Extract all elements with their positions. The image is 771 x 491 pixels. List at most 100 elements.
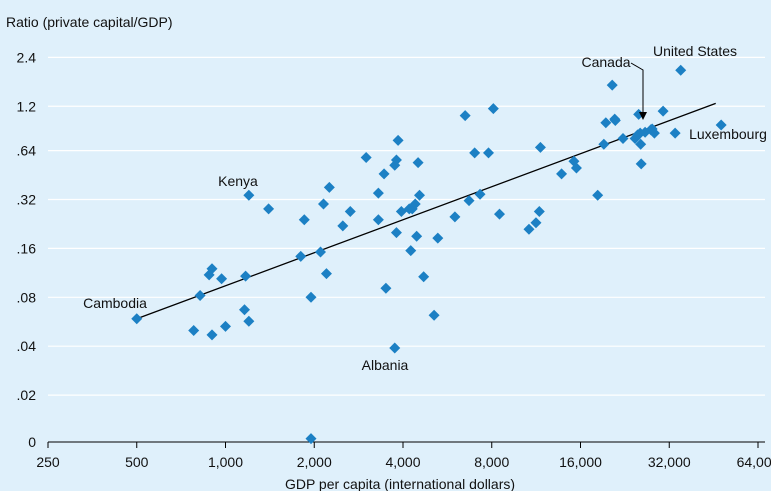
data-point-27 (380, 282, 392, 294)
data-point-76 (657, 105, 669, 117)
data-point-28 (389, 342, 401, 354)
data-point-44 (449, 211, 461, 223)
data-point-62 (606, 79, 618, 91)
data-point-48 (474, 188, 486, 200)
y-tick-labels: 0 .02 .04 .08 .16 .32 .64 1.2 2.4 (17, 49, 37, 450)
data-point-70 (635, 138, 647, 150)
data-point-43 (432, 232, 444, 244)
data-point-15 (305, 291, 317, 303)
label-luxembourg: Luxembourg (689, 126, 767, 142)
data-point-7 (220, 320, 231, 332)
x-tick-labels: 250 500 1,000 2,000 4,000 8,000 16,000 32,000 64… (36, 454, 771, 470)
data-point-75 (648, 127, 660, 139)
data-point-23 (360, 152, 372, 164)
data-point-55 (534, 141, 546, 153)
data-point-46 (463, 195, 475, 207)
data-point-2 (194, 290, 206, 302)
data-point-1 (188, 324, 200, 336)
data-point-60 (598, 138, 610, 150)
y-tick-label-7: 1.2 (17, 98, 37, 114)
label-albania: Albania (362, 357, 409, 373)
data-point-9 (240, 270, 252, 282)
data-point-39 (412, 157, 424, 169)
data-point-45 (459, 110, 471, 122)
x-tick-label-4: 4,000 (385, 454, 420, 470)
y-tick-label-0: 0 (28, 434, 36, 450)
canada-arrow-line (630, 62, 644, 114)
data-point-42 (428, 309, 440, 321)
data-point-14 (298, 214, 310, 226)
data-point-49 (483, 147, 495, 159)
gridlines (48, 56, 765, 396)
data-point-30 (390, 154, 402, 166)
data-point-13 (295, 250, 307, 262)
data-point-21 (337, 220, 349, 232)
data-point-6 (216, 273, 228, 285)
x-tick-marks (47, 442, 759, 448)
x-tick-label-5: 8,000 (474, 454, 509, 470)
data-point-64 (609, 115, 621, 127)
data-point-5 (206, 329, 218, 341)
y-tick-label-5: .32 (17, 192, 37, 208)
data-point-4 (206, 263, 218, 275)
data-point-19 (320, 268, 332, 280)
data-point-0 (131, 313, 143, 325)
data-points (131, 64, 727, 445)
data-point-37 (409, 198, 421, 210)
data-point-47 (469, 147, 481, 159)
data-point-20 (323, 181, 335, 193)
data-point-58 (570, 162, 582, 174)
data-point-41 (418, 271, 430, 283)
y-tick-label-6: .64 (17, 143, 37, 159)
data-point-31 (390, 227, 402, 239)
data-point-35 (405, 245, 417, 257)
label-cambodia: Cambodia (83, 295, 147, 311)
data-point-51 (494, 208, 506, 220)
data-point-18 (318, 198, 330, 210)
data-point-61 (600, 117, 612, 129)
y-tick-label-1: .02 (17, 387, 37, 403)
data-point-32 (392, 134, 404, 146)
y-tick-label-3: .08 (17, 289, 37, 305)
y-tick-label-8: 2.4 (17, 49, 37, 65)
data-point-68 (633, 108, 645, 120)
label-kenya: Kenya (218, 173, 258, 189)
data-point-56 (556, 168, 568, 180)
label-united-states: United States (653, 43, 737, 59)
label-canada: Canada (581, 54, 630, 70)
x-axis-title: GDP per capita (international dollars) (285, 476, 515, 491)
data-point-50 (487, 103, 499, 115)
data-point-26 (378, 168, 390, 180)
data-point-12 (263, 203, 275, 215)
data-point-59 (592, 189, 604, 201)
data-point-53 (530, 217, 542, 229)
x-tick-label-7: 32,000 (648, 454, 691, 470)
data-point-52 (523, 223, 535, 235)
y-tick-label-2: .04 (17, 338, 37, 354)
data-point-25 (372, 214, 384, 226)
x-tick-label-8: 64,000 (737, 454, 771, 470)
data-point-10 (243, 315, 255, 327)
data-point-17 (314, 246, 326, 258)
y-axis-title: Ratio (private capital/GDP) (6, 14, 173, 30)
y-tick-label-4: .16 (17, 240, 37, 256)
canada-arrow-head (639, 112, 647, 120)
x-tick-label-6: 16,000 (559, 454, 602, 470)
data-point-16 (305, 433, 317, 445)
x-tick-label-2: 1,000 (208, 454, 243, 470)
data-point-54 (533, 205, 545, 217)
data-point-8 (239, 304, 251, 316)
x-tick-label-0: 250 (36, 454, 60, 470)
annotations: Cambodia Kenya Albania Canada United Sta… (83, 43, 767, 373)
data-point-79 (715, 119, 727, 131)
data-point-22 (344, 205, 356, 217)
data-point-78 (675, 64, 687, 76)
x-tick-label-1: 500 (125, 454, 149, 470)
data-point-77 (669, 127, 681, 139)
data-point-65 (617, 132, 629, 144)
data-point-24 (372, 187, 384, 199)
x-tick-label-3: 2,000 (297, 454, 332, 470)
data-point-11 (243, 189, 255, 201)
